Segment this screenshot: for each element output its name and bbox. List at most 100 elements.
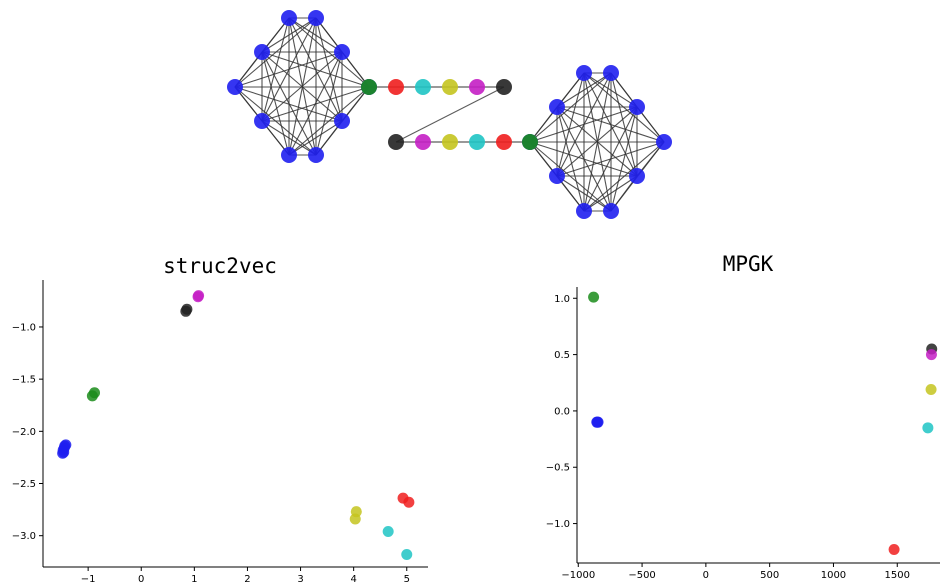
x-tick-label: 500: [760, 570, 779, 581]
left-chain-node-black: [496, 79, 512, 95]
x-tick-label: −1: [81, 574, 96, 585]
left-chain-node-cyan: [415, 79, 431, 95]
left-clique-node-blue: [254, 113, 270, 129]
point-blue: [59, 440, 71, 452]
right-clique-node-blue: [549, 168, 565, 184]
right-clique-node-blue: [603, 65, 619, 81]
left-clique-edge: [261, 51, 317, 156]
right-clique-edge: [556, 72, 612, 108]
left-chain-node-green: [361, 79, 377, 95]
graph-edges: [234, 17, 665, 212]
point-magenta: [192, 291, 204, 303]
struc2vec-plot: struc2vec −1 0 1 2 3 4 5 −3.0 −2.5 −2.0 −1.5 −1.0: [12, 254, 428, 585]
left-clique-edge: [261, 17, 317, 53]
left-clique-node-blue: [227, 79, 243, 95]
right-clique-edge: [610, 72, 638, 177]
left-chain-node-yellow: [442, 79, 458, 95]
struc2vec-ticks: −1 0 1 2 3 4 5 −3.0 −2.5 −2.0 −1.5 −1.0: [12, 322, 410, 585]
struc2vec-points: [57, 290, 415, 560]
left-clique-edge: [315, 17, 343, 122]
left-chain-node-red: [388, 79, 404, 95]
right-clique-node-blue: [656, 134, 672, 150]
left-clique-edge: [261, 17, 290, 122]
right-chain-node-green: [522, 134, 538, 150]
left-clique-edge: [261, 86, 370, 122]
x-tick-label: 1500: [885, 570, 910, 581]
x-tick-label: 0: [703, 570, 709, 581]
left-clique-node-blue: [334, 113, 350, 129]
right-clique-node-blue: [629, 168, 645, 184]
mpgk-plot: MPGK −1000 −500 0 500 1000 1500 −1.0 −0.5 0.0 0.5…: [546, 252, 940, 581]
right-clique-edge: [610, 106, 638, 212]
point-yellow: [349, 513, 361, 525]
right-clique-edge: [556, 72, 585, 177]
struc2vec-title: struc2vec: [163, 254, 277, 278]
left-clique-node-blue: [281, 147, 297, 163]
left-clique-node-blue: [308, 147, 324, 163]
right-clique-node-blue: [629, 99, 645, 115]
x-tick-label: 1000: [821, 570, 846, 581]
x-tick-label: −500: [628, 570, 655, 581]
right-clique-edge: [529, 141, 638, 177]
mpgk-points: [588, 291, 938, 555]
left-clique-edge: [288, 120, 343, 156]
point-red: [403, 496, 415, 508]
left-clique-edge: [261, 51, 290, 156]
point-blue: [591, 416, 603, 428]
point-magenta: [925, 349, 937, 361]
x-tick-label: 2: [244, 574, 250, 585]
right-clique-edge: [556, 106, 665, 143]
y-tick-label: −2.0: [12, 427, 36, 438]
point-green: [86, 390, 98, 402]
x-tick-label: 5: [404, 574, 410, 585]
left-clique-node-blue: [334, 44, 350, 60]
left-clique-node-blue: [281, 10, 297, 26]
right-chain-node-yellow: [442, 134, 458, 150]
left-clique-edge: [234, 51, 343, 88]
x-tick-label: −1000: [561, 570, 595, 581]
right-clique-edge: [529, 106, 638, 143]
left-clique-edge: [315, 51, 343, 156]
graph-nodes: [227, 10, 672, 219]
point-red: [888, 543, 900, 555]
left-clique-edge: [261, 120, 317, 156]
point-yellow: [925, 384, 937, 396]
right-chain-node-magenta: [415, 134, 431, 150]
left-chain-node-magenta: [469, 79, 485, 95]
y-tick-label: −3.0: [12, 531, 36, 542]
left-clique-edge: [234, 86, 343, 122]
right-clique-edge: [556, 175, 612, 212]
y-tick-label: 1.0: [554, 294, 570, 305]
y-tick-label: −1.0: [12, 322, 36, 333]
y-tick-label: −2.5: [12, 479, 36, 490]
right-clique-edge: [556, 141, 665, 177]
right-clique-node-blue: [576, 65, 592, 81]
x-tick-label: 3: [297, 574, 303, 585]
point-black: [180, 305, 192, 317]
point-cyan: [922, 422, 934, 434]
y-tick-label: −1.5: [12, 375, 36, 386]
left-clique-node-blue: [308, 10, 324, 26]
left-clique-node-blue: [254, 44, 270, 60]
right-clique-node-blue: [549, 99, 565, 115]
y-tick-label: −1.0: [546, 519, 570, 530]
right-clique-edge: [583, 175, 638, 212]
y-tick-label: −0.5: [546, 463, 570, 474]
left-clique-edge: [261, 51, 370, 88]
bridge-edge: [395, 86, 505, 143]
right-chain-node-cyan: [469, 134, 485, 150]
right-chain-node-black: [388, 134, 404, 150]
x-tick-label: 0: [138, 574, 144, 585]
point-cyan: [382, 526, 394, 538]
graph-diagram: [227, 10, 672, 219]
x-tick-label: 1: [191, 574, 197, 585]
mpgk-title: MPGK: [723, 252, 774, 276]
mpgk-ticks: −1000 −500 0 500 1000 1500 −1.0 −0.5 0.0 0.5 1.0: [546, 294, 910, 581]
x-tick-label: 4: [350, 574, 356, 585]
right-clique-node-blue: [576, 203, 592, 219]
right-chain-node-red: [496, 134, 512, 150]
right-clique-edge: [556, 106, 585, 212]
y-tick-label: 0.5: [554, 350, 570, 361]
point-green: [588, 291, 600, 303]
